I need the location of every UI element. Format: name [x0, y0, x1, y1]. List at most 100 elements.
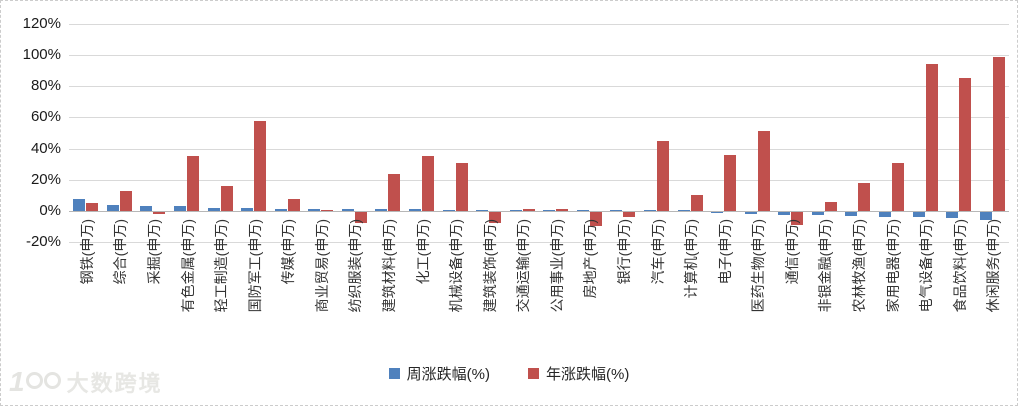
y-axis-tick-label: 80%: [30, 77, 61, 95]
x-axis-category-label: 建筑装饰(申万): [481, 219, 498, 313]
x-axis-category-label: 纺织服装(申万): [347, 219, 364, 313]
yearly-change-bar: [757, 131, 770, 211]
x-axis-category-label: 机械设备(申万): [448, 219, 465, 313]
yearly-change-bar: [86, 203, 99, 211]
yearly-change-bar: [724, 154, 737, 211]
weekly-change-bar: [543, 210, 556, 211]
y-axis-tick-label: 0%: [39, 202, 61, 219]
x-axis-category-label: 医药生物(申万): [750, 219, 767, 313]
weekly-change-bar: [711, 212, 724, 213]
yearly-change-bar: [187, 156, 199, 211]
weekly-change-bar: [140, 206, 153, 211]
legend-item: 年涨跌幅(%): [528, 363, 629, 384]
yearly-change-bar: [824, 201, 837, 211]
weekly-change-bar: [308, 209, 321, 211]
weekly-change-bar: [375, 209, 388, 211]
weekly-change-bar: [442, 209, 455, 211]
weekly-change-bar: [509, 210, 522, 211]
chart-legend: 周涨跌幅(%) 年涨跌幅(%): [1, 360, 1017, 386]
x-axis-category-label: 计算机(申万): [683, 219, 700, 299]
weekly-change-bar: [845, 212, 858, 216]
y-axis-tick-label: 100%: [22, 46, 61, 63]
yearly-change-bar: [287, 198, 300, 211]
x-axis-category-label: 化工(申万): [414, 219, 431, 285]
weekly-change-bar: [644, 210, 656, 211]
x-axis-category-label: 国防军工(申万): [246, 219, 263, 313]
yearly-change-bar: [388, 173, 401, 211]
x-axis-category-label: 家用电器(申万): [884, 219, 901, 313]
yearly-change-bar: [422, 156, 434, 211]
weekly-change-bar: [174, 206, 186, 211]
weekly-change-bar: [912, 212, 925, 217]
x-axis-category-label: 非银金融(申万): [817, 219, 834, 313]
yearly-change-bar: [791, 212, 804, 225]
legend-label: 周涨跌幅(%): [406, 365, 490, 383]
yearly-change-bar: [858, 182, 871, 211]
x-axis-category-label: 有色金属(申万): [179, 219, 196, 313]
x-axis-category-label: 汽车(申万): [649, 219, 666, 285]
yearly-change-bar: [657, 140, 669, 211]
yearly-change-bar: [623, 212, 636, 217]
yearly-change-bar: [153, 212, 166, 214]
weekly-change-bar: [106, 204, 119, 211]
watermark-logo-ring: [25, 372, 43, 389]
legend-swatch-icon: [388, 367, 400, 379]
legend-label: 年涨跌幅(%): [546, 365, 630, 383]
weekly-change-bar: [879, 212, 891, 217]
weekly-change-bar: [811, 212, 824, 216]
x-axis-category-label: 综合(申万): [112, 219, 129, 285]
weekly-change-bar: [241, 207, 254, 211]
yearly-change-bar: [959, 78, 972, 211]
yearly-change-bar: [589, 212, 602, 226]
gridline: [69, 23, 1009, 25]
yearly-change-bar: [254, 120, 267, 211]
weekly-change-bar: [946, 212, 959, 219]
yearly-change-bar: [925, 64, 938, 211]
gridline: [69, 117, 1009, 119]
weekly-change-bar: [677, 210, 690, 211]
watermark-logo-ring: [43, 372, 61, 389]
gridline: [69, 148, 1009, 150]
watermark-logo-digit: 1: [9, 366, 25, 397]
x-axis-category-label: 钢铁(申万): [78, 219, 95, 285]
weekly-change-bar: [341, 209, 354, 211]
y-axis-tick-label: 20%: [30, 170, 61, 188]
x-axis-line: [69, 211, 1009, 212]
weekly-change-bar: [274, 208, 287, 211]
x-axis-category-label: 休闲服务(申万): [985, 219, 1002, 313]
watermark-logo: 1: [9, 366, 61, 397]
weekly-change-bar: [979, 212, 992, 220]
x-axis-category-label: 房地产(申万): [582, 219, 599, 299]
yearly-change-bar: [522, 209, 535, 211]
x-axis-category-label: 公用事业(申万): [548, 219, 565, 313]
yearly-change-bar: [992, 56, 1005, 211]
x-axis-category-label: 银行(申万): [615, 219, 632, 285]
legend-swatch-icon: [528, 367, 539, 379]
yearly-change-bar: [556, 209, 569, 211]
x-axis-category-label: 商业贸易(申万): [313, 219, 330, 313]
legend-item: 周涨跌幅(%): [388, 363, 490, 384]
yearly-change-bar: [489, 212, 502, 223]
gridline: [69, 86, 1009, 88]
x-axis-category-label: 农林牧渔(申万): [850, 219, 867, 313]
weekly-change-bar: [610, 210, 623, 211]
yearly-change-bar: [455, 162, 468, 211]
weekly-change-bar: [744, 212, 757, 214]
yearly-change-bar: [690, 195, 703, 211]
yearly-change-bar: [220, 186, 233, 211]
weekly-change-bar: [778, 212, 791, 216]
y-axis-tick-label: 120%: [22, 14, 61, 32]
x-axis-category-label: 轻工制造(申万): [213, 219, 230, 313]
weekly-change-bar: [73, 198, 86, 211]
watermark-text: 大数跨境: [66, 371, 163, 396]
yearly-change-bar: [892, 162, 904, 211]
x-axis-category-label: 建筑材料(申万): [380, 219, 397, 313]
x-axis-category-label: 通信(申万): [783, 219, 800, 285]
gridline: [69, 179, 1009, 181]
weekly-change-bar: [476, 210, 489, 211]
y-axis-tick-label: 60%: [30, 108, 61, 126]
weekly-change-bar: [576, 210, 589, 211]
yearly-change-bar: [354, 212, 367, 223]
